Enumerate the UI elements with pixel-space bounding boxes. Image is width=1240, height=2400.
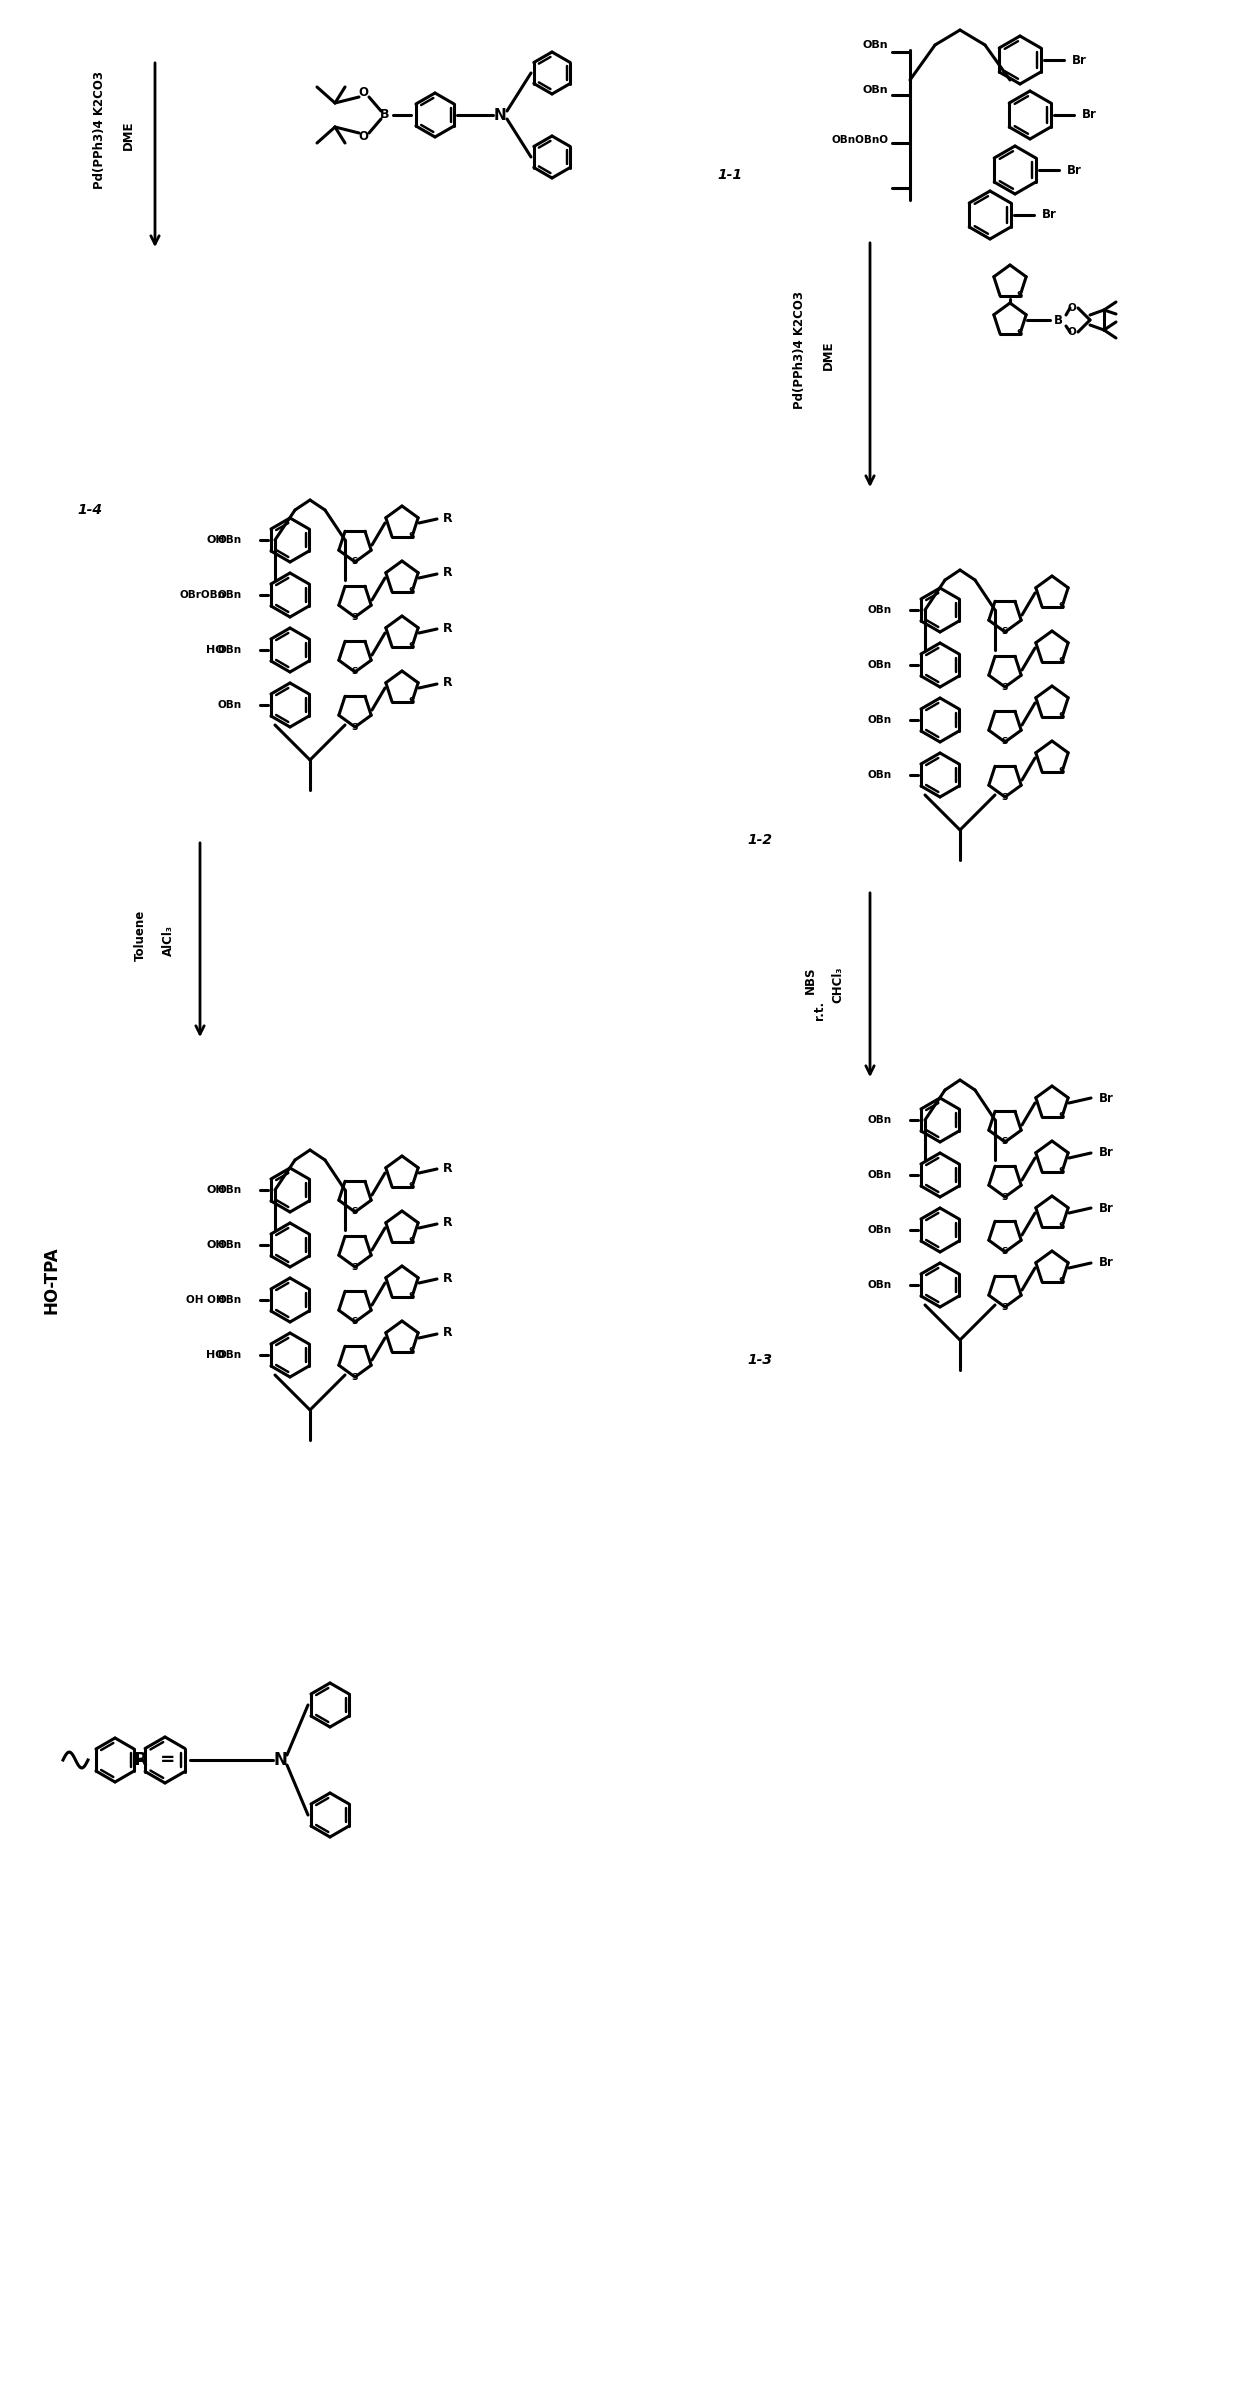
Text: OBn: OBn	[868, 715, 892, 725]
Text: CHCl₃: CHCl₃	[832, 967, 844, 1003]
Text: R: R	[443, 1217, 453, 1229]
Text: S: S	[409, 1238, 415, 1246]
Text: OBn: OBn	[218, 1186, 242, 1195]
Text: S: S	[1059, 713, 1065, 722]
Text: S: S	[1002, 792, 1008, 802]
Text: Br: Br	[1099, 1147, 1114, 1159]
Text: r.t.: r.t.	[813, 1001, 827, 1020]
Text: S: S	[352, 612, 358, 622]
Text: S: S	[1002, 1248, 1008, 1258]
Text: Pd(PPh3)4 K2CO3: Pd(PPh3)4 K2CO3	[794, 290, 806, 408]
Text: 1-3: 1-3	[748, 1354, 773, 1368]
Text: S: S	[352, 722, 358, 732]
Text: O: O	[1068, 326, 1076, 336]
Text: HO: HO	[206, 1349, 224, 1361]
Text: N: N	[494, 108, 506, 122]
Text: Br: Br	[1073, 53, 1087, 67]
Text: S: S	[352, 1207, 358, 1217]
Text: Br: Br	[1099, 1202, 1114, 1214]
Text: S: S	[1002, 1303, 1008, 1310]
Text: OBn: OBn	[862, 41, 888, 50]
Text: O: O	[1068, 302, 1076, 312]
Text: S: S	[352, 1373, 358, 1382]
Text: O: O	[358, 86, 368, 98]
Text: OH OH: OH OH	[186, 1296, 224, 1306]
Text: R  =: R =	[134, 1752, 176, 1769]
Text: NBS: NBS	[804, 967, 816, 994]
Text: OBn: OBn	[862, 84, 888, 96]
Text: S: S	[352, 1262, 358, 1272]
Text: S: S	[409, 1346, 415, 1356]
Text: OH: OH	[206, 535, 224, 545]
Text: OBn: OBn	[218, 590, 242, 600]
Text: OH: OH	[206, 1186, 224, 1195]
Text: S: S	[409, 588, 415, 595]
Text: S: S	[1002, 682, 1008, 691]
Text: B: B	[1054, 314, 1063, 326]
Text: R: R	[443, 511, 453, 526]
Text: OBn: OBn	[218, 646, 242, 655]
Text: S: S	[352, 667, 358, 677]
Text: R: R	[443, 677, 453, 689]
Text: OBn: OBn	[218, 1296, 242, 1306]
Text: OBn: OBn	[218, 1241, 242, 1250]
Text: OBn: OBn	[218, 1349, 242, 1361]
Text: O: O	[358, 130, 368, 144]
Text: 1-2: 1-2	[748, 833, 773, 847]
Text: S: S	[1002, 1138, 1008, 1147]
Text: OBn: OBn	[868, 660, 892, 670]
Text: Br: Br	[1066, 163, 1081, 178]
Text: S: S	[1059, 658, 1065, 667]
Text: HO: HO	[206, 646, 224, 655]
Text: S: S	[1059, 1166, 1065, 1176]
Text: R: R	[443, 1162, 453, 1174]
Text: S: S	[1059, 602, 1065, 612]
Text: S: S	[409, 1183, 415, 1190]
Text: Br: Br	[1083, 108, 1097, 122]
Text: OBn: OBn	[868, 1224, 892, 1236]
Text: S: S	[352, 1318, 358, 1327]
Text: S: S	[1059, 1277, 1065, 1286]
Text: S: S	[1059, 1111, 1065, 1121]
Text: OBn: OBn	[218, 535, 242, 545]
Text: N: N	[273, 1752, 286, 1769]
Text: OBn: OBn	[868, 605, 892, 614]
Text: 1-4: 1-4	[77, 504, 103, 516]
Text: R: R	[443, 1327, 453, 1339]
Text: Toluene: Toluene	[134, 910, 146, 960]
Text: OBnOBnO: OBnOBnO	[831, 134, 888, 144]
Text: OBn: OBn	[868, 1116, 892, 1126]
Text: S: S	[1059, 1222, 1065, 1231]
Text: S: S	[1017, 290, 1023, 300]
Text: S: S	[1002, 1193, 1008, 1202]
Text: S: S	[1002, 626, 1008, 636]
Text: OBn: OBn	[868, 1169, 892, 1181]
Text: OH: OH	[206, 1241, 224, 1250]
Text: R: R	[443, 622, 453, 634]
Text: HO-TPA: HO-TPA	[43, 1246, 61, 1313]
Text: OBn: OBn	[868, 770, 892, 780]
Text: S: S	[409, 698, 415, 706]
Text: 1-1: 1-1	[718, 168, 743, 182]
Text: S: S	[409, 533, 415, 542]
Text: OBn: OBn	[868, 1279, 892, 1291]
Text: DME: DME	[122, 120, 134, 149]
Text: Br: Br	[1042, 209, 1056, 221]
Text: Pd(PPh3)4 K2CO3: Pd(PPh3)4 K2CO3	[93, 72, 107, 190]
Text: R: R	[443, 566, 453, 578]
Text: B: B	[381, 108, 389, 122]
Text: AlCl₃: AlCl₃	[161, 924, 175, 955]
Text: S: S	[409, 1291, 415, 1301]
Text: OBn: OBn	[218, 701, 242, 710]
Text: S: S	[1017, 329, 1023, 338]
Text: S: S	[409, 643, 415, 650]
Text: S: S	[1059, 768, 1065, 775]
Text: OBrOBn: OBrOBn	[179, 590, 224, 600]
Text: S: S	[352, 557, 358, 566]
Text: S: S	[1002, 737, 1008, 746]
Text: Br: Br	[1099, 1092, 1114, 1104]
Text: DME: DME	[821, 341, 835, 370]
Text: R: R	[443, 1272, 453, 1284]
Text: Br: Br	[1099, 1258, 1114, 1270]
